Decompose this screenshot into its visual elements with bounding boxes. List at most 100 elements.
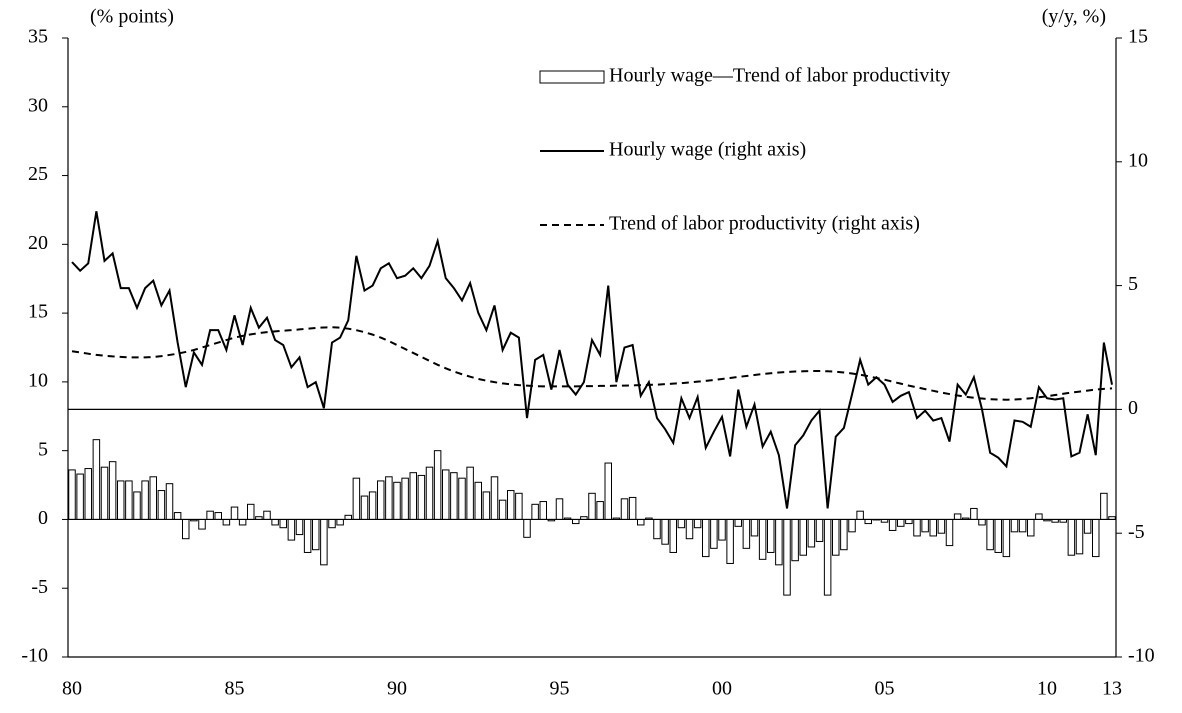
bar: [767, 518, 775, 553]
bar: [832, 518, 840, 556]
y-tick-label: 15: [28, 301, 48, 323]
bar: [360, 495, 369, 520]
bar: [807, 518, 816, 548]
bar: [344, 514, 352, 520]
bar: [555, 498, 564, 520]
bar: [433, 450, 442, 520]
bar: [653, 518, 661, 540]
bar: [726, 518, 734, 564]
y-tick-label: 0: [38, 507, 48, 529]
x-tick-label: 13: [1102, 678, 1122, 700]
bar: [222, 518, 231, 526]
bar: [474, 481, 482, 520]
bar: [198, 518, 206, 530]
bar: [466, 466, 474, 520]
bar: [515, 492, 523, 520]
bar: [1100, 492, 1108, 520]
bar: [734, 518, 742, 527]
bar: [677, 518, 686, 529]
y2-axis-label: (y/y, %): [1042, 6, 1106, 28]
bar: [100, 466, 109, 520]
y2-tick-label: -5: [1128, 521, 1145, 543]
bar: [572, 518, 580, 525]
bar: [271, 518, 279, 526]
bar: [799, 518, 807, 556]
y-tick-label: -10: [21, 645, 48, 667]
bar: [498, 499, 507, 520]
bar: [320, 518, 328, 566]
bar: [393, 481, 401, 520]
x-tick-label: 85: [225, 678, 245, 700]
y-tick-label: 35: [28, 26, 48, 48]
bar: [247, 503, 255, 520]
y-tick-label: 25: [28, 163, 48, 185]
bar: [913, 518, 921, 537]
bar: [507, 490, 515, 520]
y2-tick-label: 5: [1128, 273, 1138, 295]
bar: [1067, 518, 1076, 556]
bar: [165, 483, 174, 520]
bar: [385, 476, 393, 520]
legend-swatch: [539, 70, 605, 84]
bar: [368, 491, 377, 520]
x-tick-label: 95: [550, 678, 570, 700]
legend-label: Hourly wage—Trend of labor productivity: [609, 65, 950, 87]
bar: [425, 466, 434, 520]
bar: [409, 472, 417, 520]
bar: [279, 518, 287, 529]
bar: [1092, 518, 1100, 558]
bar: [352, 477, 361, 520]
bar: [1027, 518, 1035, 537]
bar: [141, 480, 149, 520]
y2-tick-label: 0: [1128, 397, 1138, 419]
x-tick-label: 05: [875, 678, 895, 700]
y2-tick-label: -10: [1128, 645, 1155, 667]
bar: [117, 480, 125, 520]
bar: [328, 518, 336, 529]
bar: [840, 518, 848, 551]
legend-label: Trend of labor productivity (right axis): [609, 213, 920, 235]
bar: [458, 477, 466, 520]
bar: [945, 518, 954, 547]
bar: [718, 518, 726, 541]
bar: [604, 462, 612, 520]
y2-tick-label: 15: [1128, 26, 1148, 48]
bar: [905, 518, 913, 525]
bar: [157, 490, 166, 520]
bar: [783, 518, 791, 596]
bar: [888, 518, 897, 531]
bar: [710, 518, 718, 549]
y-tick-label: -5: [31, 576, 48, 598]
bar: [173, 512, 182, 520]
bar: [1083, 518, 1092, 534]
line-series: [71, 211, 1113, 509]
bar: [661, 518, 669, 545]
bar: [775, 518, 783, 566]
y-tick-label: 5: [38, 438, 48, 460]
y2-tick-label: 10: [1128, 149, 1148, 171]
bar: [401, 477, 409, 520]
bar: [986, 518, 994, 551]
bar: [312, 518, 320, 551]
bar: [336, 518, 344, 526]
bar: [693, 518, 702, 529]
bar: [1035, 513, 1043, 520]
bar: [588, 492, 596, 520]
bar: [149, 476, 157, 520]
bar: [937, 518, 946, 534]
bar: [929, 518, 937, 537]
bar: [1010, 518, 1019, 533]
bar: [133, 491, 141, 520]
legend-label: Hourly wage (right axis): [609, 139, 806, 161]
bar: [377, 480, 385, 520]
bar: [897, 518, 905, 527]
bar: [637, 518, 645, 526]
bar: [791, 518, 799, 562]
bar: [823, 518, 832, 596]
x-tick-label: 10: [1037, 678, 1057, 700]
bar: [1002, 518, 1011, 558]
y-axis-label: (% points): [90, 6, 174, 28]
bar: [685, 518, 694, 540]
bar: [84, 468, 92, 520]
